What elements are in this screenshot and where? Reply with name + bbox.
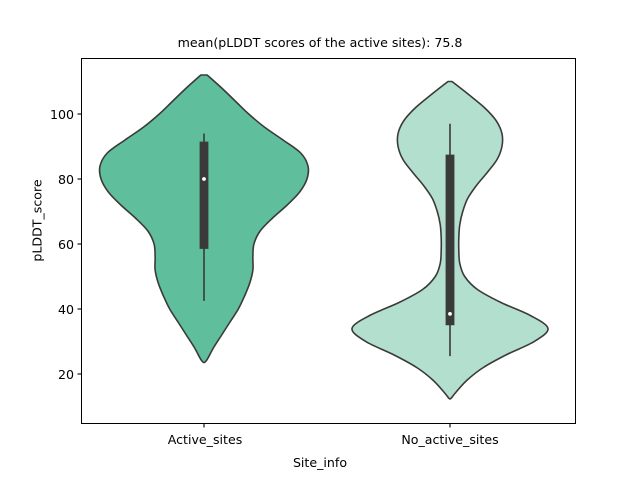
x-axis-label: Site_info bbox=[292, 455, 348, 470]
iqr-box-active-sites bbox=[199, 141, 209, 249]
iqr-box-no-active-sites bbox=[445, 154, 455, 326]
median-marker-active-sites bbox=[202, 177, 206, 181]
ytick-label-40: 40 bbox=[57, 302, 74, 317]
ytick-label-100: 100 bbox=[49, 107, 74, 122]
xtick-label-active-sites: Active_sites bbox=[167, 432, 243, 447]
xtick-label-no-active-sites: No_active_sites bbox=[401, 432, 499, 447]
median-marker-no-active-sites bbox=[448, 311, 452, 316]
ytick-label-20: 20 bbox=[57, 367, 74, 382]
y-axis-label: pLDDT_score bbox=[29, 179, 45, 262]
title-line-1: mean(pLDDT scores of the active sites): … bbox=[177, 34, 463, 50]
ytick-label-80: 80 bbox=[57, 172, 74, 187]
ytick-label-60: 60 bbox=[57, 237, 74, 252]
tick-marks bbox=[77, 113, 451, 428]
violin-group bbox=[98, 74, 549, 400]
